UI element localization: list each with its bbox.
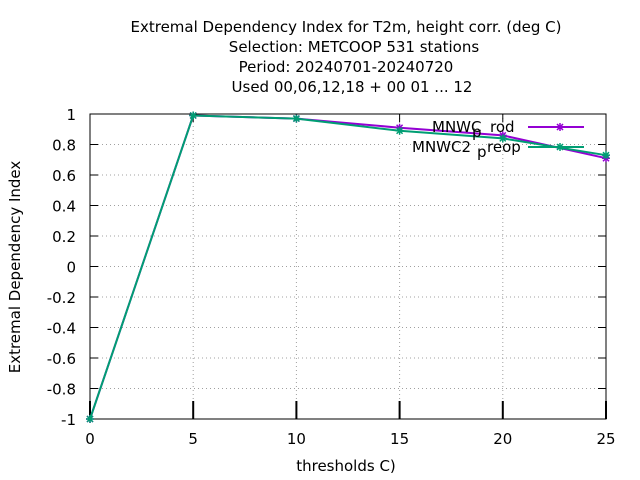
data-point xyxy=(556,143,564,151)
y-tick-label: 0.4 xyxy=(52,198,76,216)
x-tick-label: 20 xyxy=(493,430,512,448)
chart-title: Extremal Dependency Index for T2m, heigh… xyxy=(131,18,562,96)
y-tick-label: -0.2 xyxy=(47,289,76,307)
series-1 xyxy=(86,111,610,423)
legend-label-subscript: p xyxy=(477,143,487,161)
x-tick-label: 5 xyxy=(188,430,198,448)
y-tick-label: 1 xyxy=(66,106,76,124)
title-line-1: Extremal Dependency Index for T2m, heigh… xyxy=(131,18,562,36)
tick-labels: 1 0.8 0.6 0.4 0.2 0 -0.2 -0.4 -0.6 -0.8 -1 0 5 10 15 20… xyxy=(47,106,616,448)
y-tick-label: -1 xyxy=(61,411,76,429)
y-tick-label: -0.8 xyxy=(47,381,76,399)
series-line xyxy=(89,114,607,420)
y-axis-label: Extremal Dependency Index xyxy=(6,161,24,374)
data-point xyxy=(498,134,507,143)
legend-label-subscript: p xyxy=(472,123,482,141)
axis-ticks xyxy=(89,113,607,420)
y-tick-label: -0.4 xyxy=(47,320,76,338)
title-line-4: Used 00,06,12,18 + 00 01 ... 12 xyxy=(232,78,473,96)
x-tick-label: 15 xyxy=(390,430,409,448)
data-point xyxy=(86,415,94,423)
series-layer xyxy=(86,111,610,423)
data-point xyxy=(395,126,404,135)
data-point xyxy=(602,151,610,160)
legend-label-suffix: reop xyxy=(487,138,521,156)
y-tick-label: 0.8 xyxy=(52,137,76,155)
legend-label-suffix: rod xyxy=(490,118,515,136)
y-tick-label: 0.6 xyxy=(52,167,76,185)
x-tick-label: 10 xyxy=(287,430,306,448)
legend-label: MNWC xyxy=(432,118,481,136)
legend-label: MNWC2 xyxy=(412,138,471,156)
data-point xyxy=(556,123,564,131)
x-tick-label: 25 xyxy=(596,430,615,448)
y-tick-label: 0.2 xyxy=(52,228,76,246)
title-line-2: Selection: METCOOP 531 stations xyxy=(229,38,480,56)
x-tick-label: 0 xyxy=(85,430,95,448)
grid xyxy=(90,114,606,419)
data-point xyxy=(292,114,301,123)
series-line xyxy=(89,114,607,420)
title-line-3: Period: 20240701-20240720 xyxy=(239,58,454,76)
plot-frame xyxy=(89,113,607,420)
x-axis-label: thresholds C) xyxy=(296,457,396,475)
y-tick-label: -0.6 xyxy=(47,350,76,368)
y-tick-label: 0 xyxy=(66,259,76,277)
series-2 xyxy=(86,111,610,423)
data-point xyxy=(189,111,198,120)
legend-entry-2: MNWC2 p reop xyxy=(412,138,584,161)
